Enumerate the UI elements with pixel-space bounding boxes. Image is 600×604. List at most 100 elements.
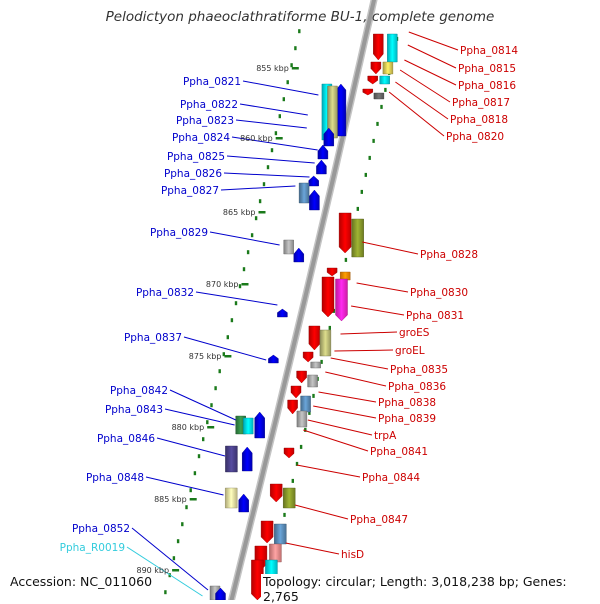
scale-label: 865 kbp — [223, 208, 256, 217]
gene-label: Ppha_0822 — [180, 99, 238, 111]
gene-glyph — [308, 325, 321, 351]
gene-label: Ppha_0817 — [452, 97, 510, 109]
gene-label: Ppha_0827 — [161, 185, 219, 197]
scale-label: 890 kbp — [136, 566, 169, 575]
gene-glyph — [287, 399, 298, 415]
gene-label: Ppha_0818 — [450, 114, 508, 126]
gene-label: Ppha_0825 — [167, 151, 225, 163]
tick-dot — [172, 556, 176, 561]
gene-glyph — [300, 395, 311, 413]
gene-glyph — [387, 33, 398, 63]
gene-glyph — [323, 127, 334, 147]
label-leader-layer — [126, 31, 459, 597]
gene-label: Ppha_0823 — [176, 115, 234, 127]
tick-dot — [189, 488, 192, 493]
gene-glyph — [296, 370, 307, 384]
tick-dot — [356, 206, 359, 211]
tick-dot — [368, 155, 371, 160]
gene-glyph — [373, 33, 384, 61]
tick-dot — [328, 325, 331, 330]
gene-glyph — [283, 447, 295, 459]
gene-glyph — [326, 267, 338, 277]
gene-glyph — [302, 351, 314, 363]
label-leader — [318, 391, 377, 403]
scale-dash — [275, 137, 283, 140]
label-leader — [126, 546, 203, 597]
tick-dot — [262, 182, 266, 187]
label-leader — [231, 136, 318, 151]
scale-dash — [172, 569, 180, 572]
gene-glyph — [308, 175, 319, 187]
gene-glyph — [373, 92, 385, 100]
tick-dot — [282, 97, 285, 102]
tick-dot — [290, 63, 293, 68]
label-leader — [313, 405, 377, 419]
gene-glyph — [241, 446, 253, 472]
tick-dot — [206, 420, 209, 425]
tick-dot — [270, 148, 274, 153]
gene-glyph — [224, 487, 238, 509]
label-leader — [285, 542, 340, 555]
gene-label: Ppha_0831 — [406, 310, 464, 322]
gene-label: Ppha_0839 — [378, 413, 436, 425]
label-leader — [407, 44, 457, 69]
gene-glyph — [225, 445, 238, 473]
tick-dot — [312, 393, 315, 398]
tick-dot — [230, 318, 234, 323]
label-leader — [235, 119, 307, 129]
tick-dot — [304, 427, 307, 432]
label-leader — [388, 91, 445, 137]
gene-glyph — [367, 75, 378, 85]
tick-dot — [218, 369, 221, 374]
tick-dot — [226, 335, 229, 340]
gene-glyph — [298, 182, 310, 204]
scale-dash — [291, 67, 299, 70]
tick-dot — [238, 284, 242, 289]
gene-glyph — [296, 410, 308, 428]
label-leader — [399, 69, 451, 103]
gene-layer — [209, 33, 398, 600]
gene-label: Ppha_0841 — [370, 446, 428, 458]
gene-glyph — [338, 212, 352, 254]
gene-label: Ppha_0820 — [446, 131, 504, 143]
scale-dash — [207, 426, 215, 429]
gene-label: Ppha_0842 — [110, 385, 168, 397]
tick-dot — [364, 172, 367, 177]
tick-dot — [246, 250, 250, 255]
scale-label: 855 kbp — [256, 64, 289, 73]
gene-glyph — [274, 523, 287, 545]
gene-glyph — [327, 85, 338, 139]
genome-axis-line — [229, 0, 377, 600]
gene-label: Ppha_0814 — [460, 45, 518, 57]
tick-dot — [380, 104, 383, 109]
gene-label: Ppha_0832 — [136, 287, 194, 299]
tick-dot — [214, 386, 217, 391]
genome-axis-shadow — [227, 0, 378, 600]
gene-glyph — [316, 159, 327, 175]
gene-label: hisD — [341, 549, 364, 561]
tick-dot — [176, 539, 180, 544]
gene-label: Ppha_0821 — [183, 76, 241, 88]
scale-dash — [241, 283, 249, 286]
gene-glyph — [277, 308, 288, 318]
gene-label: Ppha_0843 — [105, 404, 163, 416]
tick-dot — [320, 359, 323, 364]
gene-label: Ppha_0848 — [86, 472, 144, 484]
tick-dot — [384, 87, 387, 92]
gene-label: Ppha_0846 — [97, 433, 155, 445]
gene-glyph — [382, 61, 394, 75]
gene-label: Ppha_0837 — [124, 332, 182, 344]
map-title: Pelodictyon phaeoclathratiforme BU-1, co… — [105, 9, 495, 25]
tick-dot — [185, 505, 188, 510]
gene-label: Ppha_0829 — [150, 227, 208, 239]
gene-label: Ppha_0816 — [458, 80, 516, 92]
gene-glyph — [260, 520, 274, 544]
gene-label: Ppha_0847 — [350, 514, 408, 526]
label-leader — [296, 464, 361, 478]
tick-dot — [295, 461, 299, 466]
label-leader — [209, 231, 280, 246]
gene-glyph — [254, 411, 265, 439]
label-leader — [362, 241, 419, 255]
gene-glyph — [362, 88, 373, 96]
